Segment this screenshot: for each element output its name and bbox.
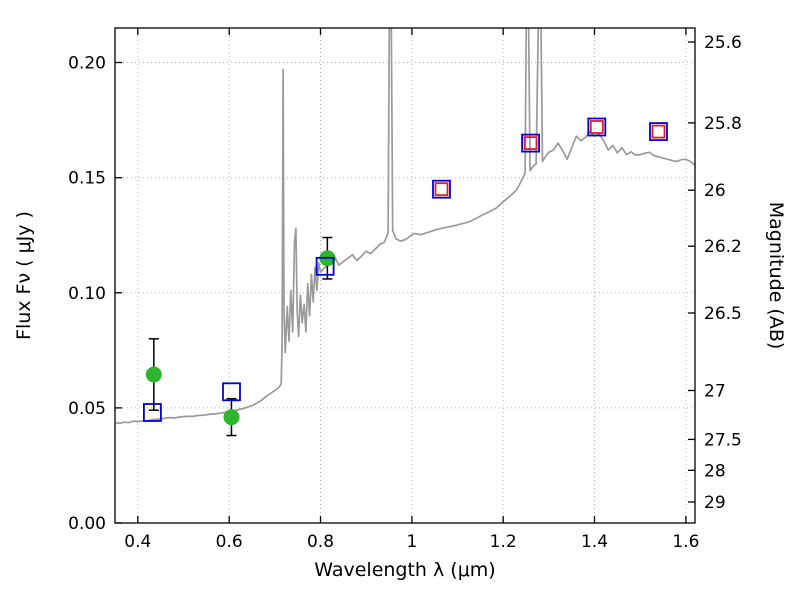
y-tick-label-right: 25.8 [704,114,742,134]
photometry-point-square [434,182,449,197]
photometry-point-square [315,256,335,276]
photometry-point-circle [223,409,240,426]
y-tick-label-right: 29 [704,493,726,513]
photometry-point-square [649,122,668,141]
x-tick-label: 1.2 [490,532,517,552]
grid-layer [115,28,695,524]
y-tick-label-right: 27.5 [704,430,742,450]
y-tick-label-left: 0.00 [68,514,106,534]
photometry-point-square [587,117,607,137]
y-tick-label-left: 0.10 [68,284,106,304]
x-tick-label: 1.6 [672,532,699,552]
x-tick-label: 1.4 [581,532,608,552]
x-tick-label: 1 [406,532,417,552]
y-tick-label-left: 0.05 [68,399,106,419]
y-tick-label-right: 28 [704,461,726,481]
x-tick-label: 0.4 [124,532,151,552]
x-tick-label: 0.6 [216,532,243,552]
data-layer [115,28,695,437]
y-axis-label-left: Flux Fν ( μJy ) [13,211,35,340]
axis-layer: 0.4 0.6 0.8 1 1.2 1.4 1.6 0.00 0.05 0.10 0.15 0.20 2… [68,27,742,552]
y-tick-label-right: 25.6 [704,33,742,53]
photometry-point-square [521,133,540,153]
photometry-point-circle [145,366,162,383]
photometry-point-square [432,179,451,199]
photometry-point-square [523,136,538,151]
photometry-point-square [589,120,604,134]
model-spectrum-line [115,28,695,425]
y-tick-label-right: 26.5 [704,304,742,324]
y-axis-label-right: Magnitude (AB) [765,202,787,350]
x-axis-label: Wavelength λ (μm) [314,559,495,581]
y-tick-label-right: 26.2 [704,237,742,257]
photometry-point-square [651,124,666,139]
axis-frame [114,27,696,524]
y-tick-label-right: 26 [704,181,726,201]
x-tick-label: 0.8 [307,532,334,552]
photometry-point-square [142,403,162,422]
photometry-point-square [222,382,241,402]
y-tick-label-left: 0.20 [68,54,106,74]
y-tick-label-left: 0.15 [68,169,106,189]
y-tick-label-right: 27 [704,382,726,402]
